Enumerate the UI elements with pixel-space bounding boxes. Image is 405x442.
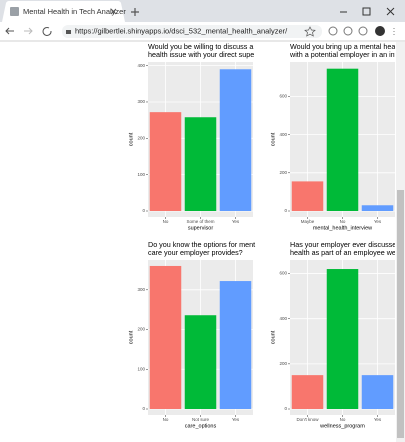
bar <box>184 315 217 409</box>
url[interactable]: https://gilbertlei.shinyapps.io/dsci_532… <box>75 26 288 35</box>
bar <box>219 69 252 211</box>
x-tick-label: No <box>340 219 346 224</box>
active-tab[interactable] <box>2 1 125 22</box>
y-axis-label: count <box>128 132 134 146</box>
y-axis-label: count <box>128 330 134 344</box>
y-tick-label: 0 <box>284 406 287 411</box>
x-tick-label: No <box>163 219 169 224</box>
y-tick-label: 200 <box>279 170 287 175</box>
extension[interactable] <box>328 26 338 36</box>
x-tick-label: Yes <box>232 417 240 422</box>
y-tick-label: 400 <box>279 132 287 137</box>
chart-title: Has your employer ever discusse <box>290 240 396 249</box>
y-tick-label: 200 <box>279 361 287 366</box>
bar <box>149 112 182 211</box>
forward[interactable] <box>24 27 33 35</box>
x-axis-label: care_options <box>185 423 217 429</box>
x-tick-label: Yes <box>374 417 382 422</box>
x-tick-label: No <box>340 417 346 422</box>
charts: Would you be willing to discuss ahealth … <box>128 42 398 429</box>
chart-title: with a potential employer in an int <box>289 50 397 59</box>
y-tick-label: 600 <box>279 271 287 276</box>
y-tick-label: 100 <box>137 172 145 177</box>
y-tick-label: 200 <box>137 136 145 141</box>
chart-title: health as part of an employee wel <box>290 248 398 257</box>
chart-title: care your employer provides? <box>148 248 243 257</box>
bar <box>361 205 394 211</box>
profile[interactable] <box>375 26 385 36</box>
close[interactable] <box>386 7 395 16</box>
bar <box>291 375 324 409</box>
chart-title: Would you be willing to discuss a <box>148 42 253 51</box>
bar <box>326 269 359 409</box>
lock <box>66 30 71 34</box>
y-tick-label: 400 <box>279 316 287 321</box>
x-tick-label: Yes <box>374 219 382 224</box>
tab-close[interactable] <box>110 8 117 15</box>
bar <box>219 281 252 409</box>
bookmark[interactable] <box>304 26 316 37</box>
bar <box>184 117 217 211</box>
y-tick-label: 600 <box>279 94 287 99</box>
tab-title[interactable]: Mental Health in Tech Analyzer <box>23 7 126 16</box>
x-tick-label: Some of them <box>186 219 214 224</box>
y-tick-label: 300 <box>137 99 145 104</box>
y-tick-label: 200 <box>137 327 145 332</box>
maximize[interactable] <box>362 7 371 16</box>
back[interactable] <box>5 27 14 35</box>
y-tick-label: 0 <box>284 208 287 213</box>
y-axis-label: count <box>270 330 276 344</box>
chart-title: health issue with your direct supe <box>148 50 254 59</box>
new-tab[interactable] <box>131 8 139 16</box>
y-tick-label: 300 <box>137 287 145 292</box>
reload[interactable] <box>42 27 52 36</box>
x-axis-label: mental_health_interview <box>313 225 372 231</box>
bar <box>361 375 394 409</box>
omnibox[interactable] <box>62 25 322 38</box>
bar <box>326 68 359 211</box>
x-tick-label: Maybe <box>301 219 315 224</box>
extension[interactable] <box>358 26 368 36</box>
x-tick-label: No <box>163 417 169 422</box>
y-tick-label: 0 <box>142 208 145 213</box>
x-axis-label: supervisor <box>188 225 214 231</box>
y-axis-label: count <box>270 132 276 146</box>
x-axis-label: wellness_program <box>319 423 365 429</box>
chart-title: Would you bring up a mental heal <box>290 42 397 51</box>
scrollbar-thumb[interactable] <box>397 190 404 438</box>
x-tick-label: Don't know <box>296 417 319 422</box>
chart-title: Do you know the options for ment <box>148 240 255 249</box>
bar <box>291 181 324 211</box>
x-tick-label: Yes <box>232 219 240 224</box>
y-tick-label: 400 <box>137 63 145 68</box>
extension[interactable] <box>343 26 353 36</box>
y-tick-label: 100 <box>137 366 145 371</box>
bar <box>149 265 182 409</box>
y-tick-label: 0 <box>142 406 145 411</box>
x-tick-label: Not sure <box>192 417 210 422</box>
tab-favicon <box>10 7 19 16</box>
